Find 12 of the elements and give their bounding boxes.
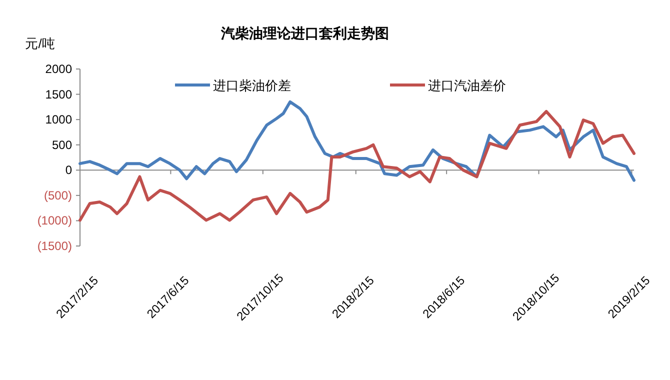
legend-label: 进口柴油价差: [213, 78, 291, 93]
chart-title: 汽柴油理论进口套利走势图: [220, 25, 389, 41]
legend-label: 进口汽油差价: [428, 78, 506, 93]
y-tick-label: 1500: [45, 87, 72, 102]
y-axis-title: 元/吨: [25, 36, 55, 51]
y-tick-label: 1000: [45, 112, 72, 127]
y-tick-label: 500: [52, 138, 72, 152]
y-tick-label: 2000: [45, 62, 72, 76]
y-tick-label: 0: [65, 163, 72, 178]
y-tick-label: (1500): [37, 239, 72, 253]
y-tick-label: (1000): [37, 214, 72, 228]
y-tick-label: (500): [44, 188, 72, 202]
